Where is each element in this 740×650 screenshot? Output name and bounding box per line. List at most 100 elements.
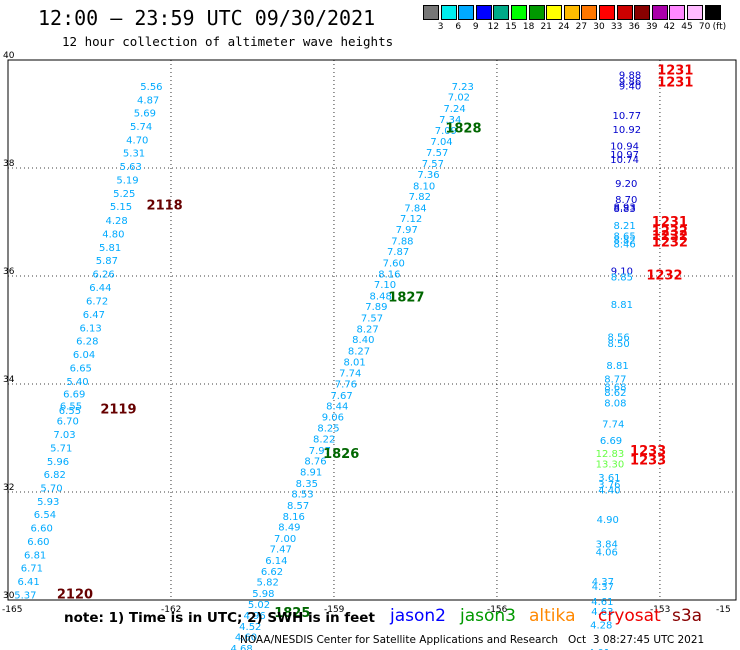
- scale-tick-label: 6: [455, 22, 462, 32]
- wave-height-value: 6.69: [600, 436, 622, 447]
- wave-height-value: 5.96: [47, 457, 69, 468]
- wave-height-value: 6.55: [60, 402, 82, 413]
- wave-height-value: 5.56: [140, 82, 162, 93]
- wave-height-value: 10.92: [612, 125, 641, 136]
- wave-height-value: 7.74: [339, 369, 361, 380]
- wave-height-value: 8.53: [291, 490, 313, 501]
- wave-height-value: 4.40: [598, 485, 620, 496]
- scale-tick-label: 39: [646, 22, 658, 32]
- wave-height-value: 8.83: [613, 204, 635, 215]
- wave-height-value: 4.61: [591, 597, 613, 608]
- wave-height-value: 8.27: [348, 347, 370, 358]
- y-tick-label: 34: [3, 375, 15, 385]
- wave-height-value: 6.81: [24, 551, 46, 562]
- wave-height-value: 7.60: [383, 259, 405, 270]
- scale-tick-label: 24: [558, 22, 570, 32]
- scale-swatch: [440, 5, 457, 20]
- time-label: 1233: [630, 444, 666, 459]
- y-tick-label: 40: [3, 51, 15, 61]
- wave-height-value: 6.82: [44, 470, 66, 481]
- wave-height-value: 6.44: [89, 283, 111, 294]
- wave-height-value: 6.54: [34, 510, 56, 521]
- scale-swatch: [704, 5, 721, 20]
- satellite-s3a-label: s3a: [672, 606, 703, 626]
- time-label: 1825: [274, 606, 310, 621]
- time-label: 1231: [657, 64, 693, 79]
- satellite-jason2-label: jason2: [390, 606, 446, 626]
- wave-height-value: 8.35: [296, 479, 318, 490]
- scale-tick-label: 3: [437, 22, 444, 32]
- time-label: 1232: [646, 268, 682, 283]
- wave-height-value: 5.70: [40, 484, 62, 495]
- wave-height-value: 7.74: [602, 419, 624, 430]
- wave-height-value: 8.68: [604, 383, 626, 394]
- wave-height-value: 6.55: [59, 406, 81, 417]
- wave-height-value: 10.94: [610, 141, 639, 152]
- x-tick-label: -156: [487, 605, 508, 615]
- wave-height-value: 8.56: [608, 332, 630, 343]
- time-label: 1828: [445, 122, 481, 137]
- wave-height-value: 7.23: [452, 82, 474, 93]
- wave-height-value: 4.63: [591, 607, 613, 618]
- wave-height-value: 3.84: [596, 539, 618, 550]
- wave-height-value: 7.24: [443, 104, 465, 115]
- wave-height-value: 8.50: [608, 339, 630, 350]
- wave-height-value: 8.82: [613, 235, 635, 246]
- x-tick-label: -15: [716, 605, 731, 615]
- wave-height-value: 5.82: [257, 578, 279, 589]
- scale-swatch: [511, 5, 527, 20]
- wave-height-value: 5.19: [116, 175, 138, 186]
- wave-height-value: 7.02: [448, 93, 470, 104]
- wave-height-value: 8.16: [378, 269, 400, 280]
- wave-height-value: 4.28: [106, 216, 128, 227]
- wave-height-value: 4.06: [596, 547, 618, 558]
- wave-height-value: 5.69: [134, 108, 156, 119]
- wave-height-value: 4.60: [235, 633, 257, 644]
- wave-height-value: 7.34: [439, 115, 461, 126]
- wave-height-value: 8.70: [615, 195, 637, 206]
- wave-height-value: 5.31: [123, 148, 145, 159]
- scale-swatch: [616, 5, 633, 20]
- satellite-jason3-label: jason3: [460, 606, 516, 626]
- wave-height-value: 5.40: [66, 377, 88, 388]
- wave-height-value: 7.67: [330, 391, 352, 402]
- wave-height-value: 9.88: [619, 71, 641, 82]
- scale-swatch: [493, 5, 510, 20]
- wave-height-value: 7.87: [387, 247, 409, 258]
- wave-height-value: 5.02: [248, 600, 270, 611]
- time-label: 1231: [652, 215, 688, 230]
- scale-tick-label: 9: [472, 22, 479, 32]
- scale-tick-label: 70: [698, 22, 711, 32]
- wave-height-value: 7.89: [365, 302, 387, 313]
- scale-swatch: [528, 5, 545, 20]
- wave-height-value: 9.20: [615, 179, 637, 190]
- scale-swatch: [599, 5, 615, 20]
- wave-height-value: 6.72: [86, 296, 108, 307]
- wave-height-value: 8.40: [352, 335, 374, 346]
- wave-height-value: 7.84: [404, 203, 426, 214]
- wave-height-value: 5.81: [99, 243, 121, 254]
- scale-swatch: [634, 5, 651, 20]
- wave-height-value: 7.97: [396, 225, 418, 236]
- wave-height-value: 8.48: [370, 291, 392, 302]
- wave-height-value: 7.12: [400, 214, 422, 225]
- wave-height-value: 5.93: [37, 497, 59, 508]
- scale-swatch: [651, 5, 668, 20]
- wave-height-value: 8.85: [611, 273, 633, 284]
- page-title: 12:00 — 23:59 UTC 09/30/2021: [38, 6, 376, 30]
- time-label: 1231: [657, 76, 693, 91]
- wave-height-value: 7.57: [422, 159, 444, 170]
- wave-height-value: 9.86: [619, 77, 641, 88]
- wave-height-value: 7.97: [309, 446, 331, 457]
- wave-height-value: 8.65: [613, 232, 635, 243]
- wave-height-value: 4.37: [592, 577, 614, 588]
- wave-height-value: 4.52: [239, 622, 261, 633]
- wave-height-value: 4.37: [592, 582, 614, 593]
- wave-height-value: 4.80: [102, 229, 124, 240]
- wave-height-value: 5.74: [130, 122, 152, 133]
- wave-height-value: 8.57: [287, 501, 309, 512]
- time-label: 1232: [652, 235, 688, 250]
- scale-tick-label: 36: [628, 22, 640, 32]
